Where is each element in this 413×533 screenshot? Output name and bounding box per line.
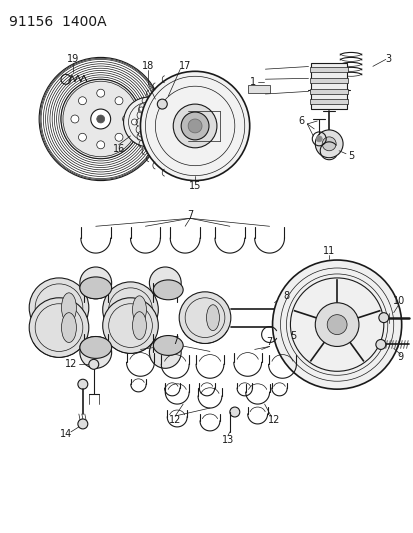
Circle shape: [102, 298, 158, 353]
Circle shape: [179, 292, 230, 343]
Bar: [310, 78, 347, 83]
Text: 9: 9: [396, 352, 403, 362]
Circle shape: [138, 107, 144, 113]
Ellipse shape: [206, 305, 219, 330]
Ellipse shape: [62, 293, 76, 322]
Circle shape: [326, 314, 346, 335]
Ellipse shape: [132, 296, 146, 324]
Ellipse shape: [153, 336, 183, 356]
Circle shape: [375, 340, 385, 350]
Circle shape: [272, 260, 401, 389]
Bar: [247, 85, 269, 93]
Circle shape: [29, 278, 88, 337]
Text: 5: 5: [290, 330, 296, 341]
Circle shape: [123, 97, 173, 147]
Circle shape: [122, 115, 130, 123]
Text: 13: 13: [221, 435, 233, 445]
Bar: [311, 63, 346, 109]
Circle shape: [321, 137, 335, 151]
Text: 7: 7: [172, 335, 178, 345]
Circle shape: [138, 131, 144, 137]
Circle shape: [152, 131, 158, 137]
Text: 11: 11: [322, 246, 335, 256]
Circle shape: [90, 109, 110, 129]
Text: 8: 8: [283, 291, 289, 301]
Circle shape: [173, 104, 216, 148]
Ellipse shape: [132, 312, 146, 340]
Circle shape: [78, 379, 88, 389]
Circle shape: [97, 89, 104, 97]
Circle shape: [131, 119, 137, 125]
Circle shape: [80, 336, 112, 368]
Bar: [310, 88, 347, 93]
Circle shape: [97, 115, 104, 123]
Circle shape: [149, 336, 181, 368]
Circle shape: [140, 71, 249, 181]
Ellipse shape: [62, 313, 76, 343]
Circle shape: [152, 107, 158, 113]
Text: 15: 15: [188, 181, 201, 190]
Text: 17: 17: [178, 61, 191, 71]
Circle shape: [115, 133, 123, 141]
Text: 10: 10: [392, 296, 404, 306]
Text: 1: 1: [249, 77, 255, 87]
Text: 5: 5: [347, 151, 353, 161]
Ellipse shape: [80, 336, 112, 358]
Circle shape: [378, 313, 388, 322]
Circle shape: [71, 115, 78, 123]
Text: 6: 6: [298, 116, 304, 126]
Circle shape: [316, 136, 321, 142]
Circle shape: [315, 303, 358, 346]
Text: 16: 16: [112, 144, 124, 154]
Circle shape: [29, 298, 88, 358]
Circle shape: [78, 419, 88, 429]
Text: 7: 7: [266, 337, 272, 348]
Text: 91156  1400A: 91156 1400A: [9, 15, 107, 29]
Circle shape: [159, 119, 165, 125]
Text: 12: 12: [268, 415, 280, 425]
Text: 19: 19: [66, 54, 79, 64]
Circle shape: [229, 407, 239, 417]
Circle shape: [188, 119, 202, 133]
Circle shape: [143, 117, 153, 127]
Circle shape: [102, 282, 158, 337]
Text: 14: 14: [60, 429, 72, 439]
Circle shape: [97, 141, 104, 149]
Circle shape: [61, 79, 140, 159]
Circle shape: [115, 97, 123, 104]
Circle shape: [88, 359, 98, 369]
Circle shape: [315, 130, 342, 158]
Ellipse shape: [153, 280, 183, 300]
Text: 7: 7: [187, 211, 193, 220]
Circle shape: [149, 267, 181, 299]
Bar: [310, 67, 347, 72]
Circle shape: [157, 99, 167, 109]
Circle shape: [181, 112, 209, 140]
Circle shape: [78, 133, 86, 141]
Circle shape: [78, 97, 86, 104]
Bar: [310, 99, 347, 104]
Text: 18: 18: [142, 61, 154, 71]
Text: 12: 12: [169, 415, 181, 425]
Ellipse shape: [80, 277, 112, 299]
Text: 12: 12: [64, 359, 77, 369]
Circle shape: [80, 267, 112, 299]
Text: 3: 3: [385, 54, 391, 64]
